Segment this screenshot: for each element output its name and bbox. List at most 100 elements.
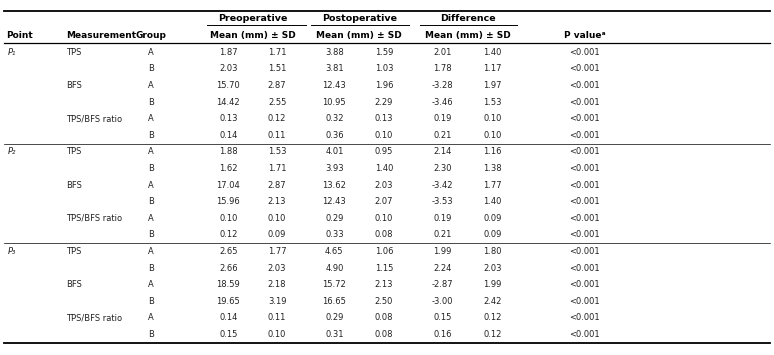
Text: Postoperative: Postoperative <box>322 15 396 23</box>
Text: <0.001: <0.001 <box>569 81 600 90</box>
Text: 0.95: 0.95 <box>375 147 393 156</box>
Text: 2.03: 2.03 <box>375 181 393 190</box>
Text: 1.17: 1.17 <box>483 64 502 73</box>
Text: 4.01: 4.01 <box>325 147 344 156</box>
Text: 1.62: 1.62 <box>219 164 238 173</box>
Text: 0.14: 0.14 <box>219 313 238 322</box>
Text: <0.001: <0.001 <box>569 330 600 339</box>
Text: TPS: TPS <box>66 247 81 256</box>
Text: TPS: TPS <box>66 147 81 156</box>
Text: <0.001: <0.001 <box>569 230 600 239</box>
Text: 0.12: 0.12 <box>483 313 502 322</box>
Text: <0.001: <0.001 <box>569 247 600 256</box>
Text: 0.32: 0.32 <box>325 114 344 123</box>
Text: 15.96: 15.96 <box>217 197 240 206</box>
Text: 1.40: 1.40 <box>483 197 502 206</box>
Text: 2.24: 2.24 <box>433 264 452 273</box>
Text: 10.95: 10.95 <box>323 98 346 106</box>
Text: 2.50: 2.50 <box>375 297 393 306</box>
Text: 0.16: 0.16 <box>433 330 452 339</box>
Text: A: A <box>148 313 154 322</box>
Text: 1.15: 1.15 <box>375 264 393 273</box>
Text: 2.03: 2.03 <box>483 264 502 273</box>
Text: 15.70: 15.70 <box>217 81 240 90</box>
Text: <0.001: <0.001 <box>569 64 600 73</box>
Text: 1.99: 1.99 <box>483 280 502 289</box>
Text: A: A <box>148 114 154 123</box>
Text: 19.65: 19.65 <box>217 297 240 306</box>
Text: TPS: TPS <box>66 48 81 57</box>
Text: 1.16: 1.16 <box>483 147 502 156</box>
Text: -3.00: -3.00 <box>432 297 454 306</box>
Text: 0.08: 0.08 <box>375 230 393 239</box>
Text: 0.10: 0.10 <box>268 330 286 339</box>
Text: A: A <box>148 181 154 190</box>
Text: 3.88: 3.88 <box>325 48 344 57</box>
Text: 2.42: 2.42 <box>483 297 502 306</box>
Text: Mean (mm) ± SD: Mean (mm) ± SD <box>211 31 296 40</box>
Text: 1.99: 1.99 <box>433 247 452 256</box>
Text: 1.71: 1.71 <box>268 48 286 57</box>
Text: 1.40: 1.40 <box>375 164 393 173</box>
Text: 0.09: 0.09 <box>268 230 286 239</box>
Text: B: B <box>148 264 154 273</box>
Text: BFS: BFS <box>66 81 82 90</box>
Text: A: A <box>148 147 154 156</box>
Text: 17.04: 17.04 <box>217 181 240 190</box>
Text: 2.13: 2.13 <box>268 197 286 206</box>
Text: P₂: P₂ <box>8 147 16 156</box>
Text: 0.08: 0.08 <box>375 313 393 322</box>
Text: P valueᵃ: P valueᵃ <box>563 31 605 40</box>
Text: 2.66: 2.66 <box>219 264 238 273</box>
Text: 2.55: 2.55 <box>268 98 286 106</box>
Text: 0.12: 0.12 <box>219 230 238 239</box>
Text: 0.08: 0.08 <box>375 330 393 339</box>
Text: 1.38: 1.38 <box>483 164 502 173</box>
Text: TPS/BFS ratio: TPS/BFS ratio <box>66 313 122 322</box>
Text: Measurement: Measurement <box>66 31 136 40</box>
Text: BFS: BFS <box>66 280 82 289</box>
Text: B: B <box>148 98 154 106</box>
Text: 18.59: 18.59 <box>217 280 240 289</box>
Text: P₃: P₃ <box>8 247 16 256</box>
Text: 1.77: 1.77 <box>268 247 286 256</box>
Text: <0.001: <0.001 <box>569 98 600 106</box>
Text: 0.29: 0.29 <box>325 313 344 322</box>
Text: 0.36: 0.36 <box>325 131 344 140</box>
Text: 0.19: 0.19 <box>433 114 452 123</box>
Text: 2.29: 2.29 <box>375 98 393 106</box>
Text: 1.40: 1.40 <box>483 48 502 57</box>
Text: 0.29: 0.29 <box>325 214 344 223</box>
Text: 0.21: 0.21 <box>433 131 452 140</box>
Text: B: B <box>148 131 154 140</box>
Text: B: B <box>148 197 154 206</box>
Text: B: B <box>148 230 154 239</box>
Text: 1.96: 1.96 <box>375 81 393 90</box>
Text: 15.72: 15.72 <box>323 280 346 289</box>
Text: 0.15: 0.15 <box>433 313 452 322</box>
Text: 1.71: 1.71 <box>268 164 286 173</box>
Text: Mean (mm) ± SD: Mean (mm) ± SD <box>317 31 402 40</box>
Text: 1.87: 1.87 <box>219 48 238 57</box>
Text: 2.03: 2.03 <box>219 64 238 73</box>
Text: 2.07: 2.07 <box>375 197 393 206</box>
Text: 2.18: 2.18 <box>268 280 286 289</box>
Text: 13.62: 13.62 <box>323 181 346 190</box>
Text: <0.001: <0.001 <box>569 131 600 140</box>
Text: 14.42: 14.42 <box>217 98 240 106</box>
Text: 1.06: 1.06 <box>375 247 393 256</box>
Text: A: A <box>148 247 154 256</box>
Text: <0.001: <0.001 <box>569 48 600 57</box>
Text: -3.46: -3.46 <box>432 98 454 106</box>
Text: 3.93: 3.93 <box>325 164 344 173</box>
Text: 2.14: 2.14 <box>433 147 452 156</box>
Text: <0.001: <0.001 <box>569 181 600 190</box>
Text: B: B <box>148 297 154 306</box>
Text: 0.13: 0.13 <box>219 114 238 123</box>
Text: <0.001: <0.001 <box>569 147 600 156</box>
Text: 1.78: 1.78 <box>433 64 452 73</box>
Text: 1.88: 1.88 <box>219 147 238 156</box>
Text: 1.77: 1.77 <box>483 181 502 190</box>
Text: 0.10: 0.10 <box>375 131 393 140</box>
Text: 0.31: 0.31 <box>325 330 344 339</box>
